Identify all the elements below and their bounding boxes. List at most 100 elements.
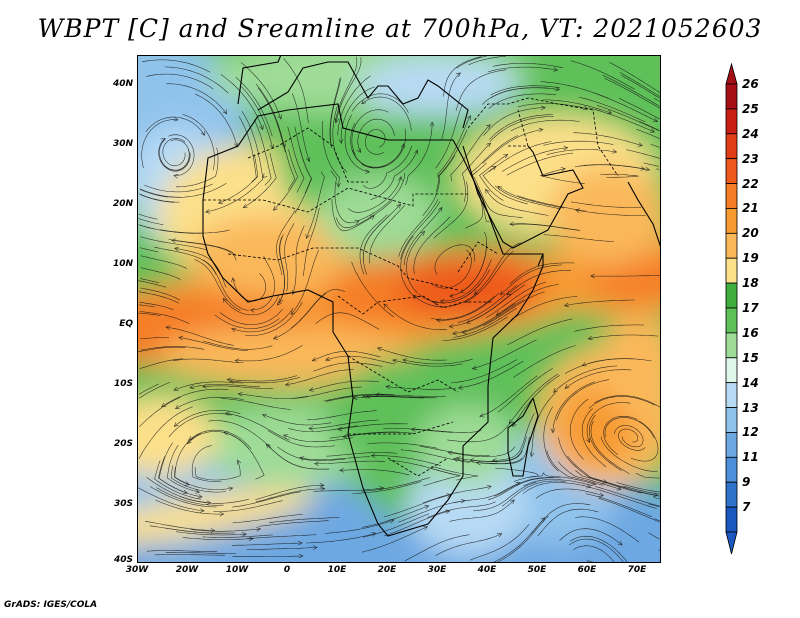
streamline-arrow (319, 482, 325, 488)
streamline (178, 337, 248, 351)
colorbar-tick-label: 13 (742, 400, 759, 415)
streamline (194, 93, 238, 148)
streamline-arrow (396, 203, 402, 209)
streamline (140, 194, 175, 203)
streamline (490, 85, 560, 96)
streamline-arrow (195, 489, 200, 494)
streamline-arrow (337, 426, 343, 432)
streamline (357, 172, 406, 221)
streamline-arrow (308, 426, 314, 431)
streamline (213, 500, 283, 512)
streamline-arrow (541, 105, 546, 110)
streamline (433, 181, 469, 239)
streamline-arrow (222, 109, 228, 115)
streamline-arrow (231, 327, 237, 332)
streamline (138, 487, 205, 512)
streamline (290, 250, 319, 315)
streamline-arrow (305, 233, 310, 239)
streamline (232, 514, 303, 524)
streamline (400, 201, 441, 260)
colorbar-box (725, 108, 738, 135)
streamline (235, 345, 303, 362)
country-borders (203, 97, 619, 477)
streamline-arrow (471, 365, 477, 370)
streamline (487, 66, 558, 73)
streamline (255, 484, 324, 500)
streamline (553, 365, 618, 393)
streamline (593, 92, 658, 122)
streamline (308, 419, 379, 429)
streamline (158, 182, 227, 198)
streamline (138, 193, 180, 203)
streamline (636, 128, 660, 139)
streamline (362, 513, 430, 538)
country-border (508, 109, 529, 147)
streamline (543, 406, 559, 472)
streamline (517, 103, 588, 109)
streamline (509, 223, 580, 231)
streamline (155, 499, 224, 515)
colorbar-tick-label: 14 (742, 375, 759, 390)
streamline (255, 488, 325, 503)
streamline-arrow (645, 166, 651, 172)
streamline (384, 494, 452, 518)
streamline (619, 72, 660, 98)
colorbar-tick-label: 17 (742, 301, 759, 315)
streamline (598, 498, 660, 523)
colorbar-box (725, 133, 738, 160)
streamline (403, 207, 443, 266)
streamline-arrow (205, 209, 211, 214)
colorbar-tick-label: 23 (742, 151, 759, 166)
streamline (609, 62, 660, 93)
colorbar-tick-label: 18 (742, 276, 759, 291)
streamline (159, 229, 230, 234)
streamline-arrow (369, 215, 375, 220)
streamline (225, 413, 290, 441)
streamline (175, 531, 247, 536)
streamline (383, 428, 454, 433)
streamline (543, 140, 614, 146)
streamline (465, 250, 514, 303)
streamline (267, 430, 335, 448)
streamlines (138, 56, 660, 562)
streamline (160, 139, 190, 171)
streamline-arrow (447, 450, 453, 456)
streamline-arrow (277, 114, 282, 120)
streamline (351, 109, 389, 156)
streamline (164, 66, 229, 94)
streamline (479, 154, 508, 201)
streamline-arrow (374, 392, 380, 397)
streamline-arrow (259, 125, 264, 131)
streamline (384, 510, 450, 537)
streamline (202, 534, 273, 538)
streamline (542, 99, 612, 114)
wbpt-streamline-map (138, 56, 660, 562)
country-border (227, 247, 459, 291)
streamline (229, 376, 300, 384)
streamline (140, 255, 188, 269)
streamline-arrow (389, 519, 395, 524)
streamline (440, 259, 492, 302)
lon-tick-label: 10W (225, 565, 249, 575)
streamline (573, 545, 615, 562)
streamline (531, 392, 556, 457)
streamline-arrow (224, 411, 230, 416)
streamline-arrow (173, 422, 179, 427)
streamline (488, 141, 552, 173)
streamline (546, 450, 603, 486)
streamline (167, 444, 200, 493)
streamline (575, 209, 646, 216)
streamline (283, 434, 353, 442)
streamline (427, 501, 496, 518)
colorbar-tick-label: 26 (742, 77, 759, 91)
streamline (144, 183, 213, 193)
streamline (650, 144, 660, 148)
country-border (203, 187, 468, 213)
streamline (496, 284, 559, 316)
coastline (202, 103, 544, 537)
colorbar-tick-label: 21 (742, 201, 759, 216)
streamline (422, 154, 456, 216)
streamline-arrow (173, 246, 179, 252)
streamline-arrow (553, 67, 559, 72)
streamline-arrow (226, 377, 232, 383)
